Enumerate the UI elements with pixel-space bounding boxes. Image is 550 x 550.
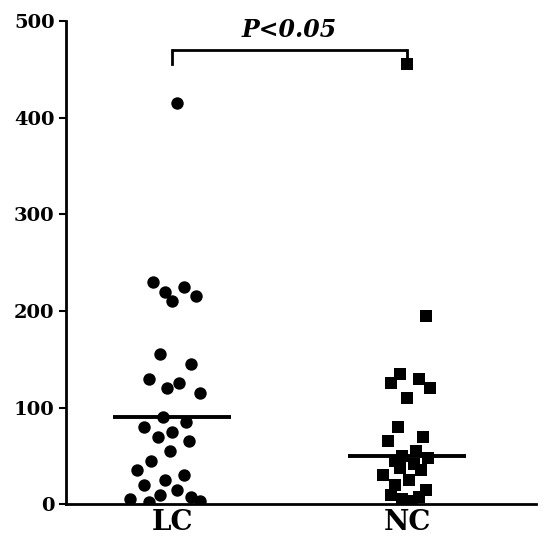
Point (398, 452, 406, 460)
Point (421, 485, 430, 494)
Point (386, 379, 395, 388)
Point (158, 413, 167, 422)
Point (186, 360, 195, 368)
Point (163, 384, 172, 393)
Point (172, 98, 181, 107)
Point (153, 432, 162, 441)
Point (386, 490, 395, 499)
Point (182, 417, 191, 426)
Point (398, 495, 406, 504)
Text: P<0.05: P<0.05 (242, 18, 337, 42)
Point (196, 389, 205, 398)
Point (391, 456, 400, 465)
Point (156, 490, 165, 499)
Point (168, 427, 177, 436)
Point (166, 447, 174, 455)
Point (125, 495, 134, 504)
Point (424, 453, 432, 462)
Point (191, 292, 200, 301)
Point (172, 485, 181, 494)
Point (391, 481, 400, 490)
Point (426, 384, 435, 393)
Point (417, 466, 426, 475)
Point (384, 437, 393, 446)
Point (403, 393, 411, 402)
Point (149, 278, 158, 287)
Point (161, 287, 169, 296)
Point (414, 492, 423, 501)
Point (403, 60, 411, 69)
Point (407, 497, 416, 506)
Point (196, 497, 205, 506)
Point (156, 350, 165, 359)
Point (140, 422, 148, 431)
Point (184, 437, 193, 446)
Point (144, 374, 153, 383)
Point (133, 466, 141, 475)
Point (393, 422, 402, 431)
Point (140, 481, 148, 490)
Point (419, 432, 428, 441)
Point (395, 463, 404, 472)
Point (144, 498, 153, 507)
Point (147, 456, 156, 465)
Point (421, 311, 430, 320)
Point (175, 379, 184, 388)
Point (395, 370, 404, 378)
Point (379, 471, 388, 480)
Point (186, 492, 195, 501)
Point (412, 447, 421, 455)
Point (168, 297, 177, 306)
Point (179, 471, 188, 480)
Point (405, 476, 414, 485)
Point (410, 459, 419, 468)
Point (179, 282, 188, 291)
Point (161, 476, 169, 485)
Point (414, 374, 423, 383)
